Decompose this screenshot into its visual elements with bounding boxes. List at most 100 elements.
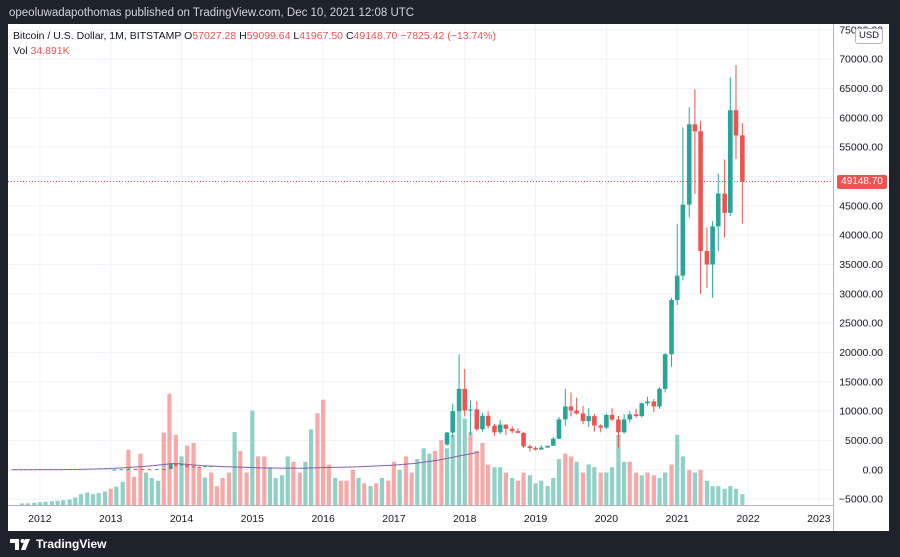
candle-body — [728, 110, 733, 213]
volume-bar — [539, 480, 544, 505]
volume-bar — [308, 429, 314, 505]
volume-bar — [391, 461, 397, 505]
volume-bar — [432, 451, 438, 505]
low-value: 41967.50 — [299, 30, 344, 42]
candle-body — [527, 446, 533, 449]
open-value: 57027.28 — [192, 30, 237, 42]
candle-body — [740, 135, 745, 182]
volume-bar — [149, 478, 154, 505]
volume-bar — [474, 451, 479, 505]
candle-body — [203, 466, 207, 468]
volume-bar — [728, 486, 733, 505]
time-tick-label: 2015 — [241, 513, 265, 525]
volume-bar — [55, 500, 60, 505]
volume-bar — [232, 432, 237, 505]
volume-bar — [556, 459, 562, 505]
candle-body — [161, 468, 166, 470]
price-tick-label: 45000.00 — [839, 200, 883, 212]
volume-bar — [492, 467, 497, 505]
candle-body — [497, 424, 503, 433]
volume-bar — [96, 493, 101, 505]
candle-body — [521, 432, 526, 447]
candle-body — [179, 464, 184, 466]
symbol-title[interactable]: Bitcoin / U.S. Dollar, 1M, BITSTAMP — [13, 30, 182, 42]
candle-body — [126, 468, 131, 470]
volume-bar — [722, 488, 727, 505]
candle-body — [209, 466, 214, 468]
candle-body — [621, 419, 627, 433]
high-key: H — [239, 30, 247, 42]
low-key: L — [293, 30, 300, 42]
candle-body — [533, 448, 538, 450]
candle-body — [674, 275, 680, 300]
volume-bar — [173, 434, 178, 505]
volume-bar — [645, 472, 650, 505]
volume-bar — [285, 456, 290, 505]
volume-value: 34.891K — [30, 45, 70, 57]
volume-bar — [214, 486, 220, 505]
volume-bar — [669, 464, 674, 505]
candle-body — [174, 463, 178, 466]
candle-body — [686, 124, 692, 205]
volume-bar — [580, 472, 586, 505]
volume-bar — [510, 478, 515, 505]
volume-bar — [303, 461, 308, 505]
volume-bar — [616, 434, 621, 505]
candle-body — [698, 131, 703, 252]
candle-body — [545, 445, 550, 448]
moving-average-line-red — [11, 451, 479, 471]
volume-bar — [498, 467, 503, 505]
volume-bar — [598, 472, 603, 505]
candle-body — [444, 432, 450, 445]
volume-bar — [120, 481, 125, 505]
volume-bar — [368, 486, 373, 505]
volume-bar — [627, 461, 632, 505]
price-chart[interactable]: −5000.00 0.00 5000.00 10000.00 15000.00 20000… — [8, 24, 889, 531]
volume-bar — [439, 440, 444, 505]
volume-bar — [609, 467, 615, 505]
volume-bar — [191, 442, 196, 505]
volume-bar — [67, 499, 72, 505]
candle-body — [503, 424, 509, 429]
candle-body — [592, 416, 597, 426]
time-tick-label: 2019 — [524, 513, 548, 525]
footer-brand[interactable]: TradingView — [36, 537, 107, 551]
volume-bar — [333, 478, 338, 505]
volume-bar — [621, 461, 627, 505]
volume-bar — [374, 483, 379, 505]
price-tick-label: 40000.00 — [839, 230, 883, 242]
price-tick-label: 25000.00 — [839, 318, 883, 330]
volume-bar — [291, 461, 296, 505]
volume-bar — [43, 501, 48, 505]
volume-bar — [32, 502, 37, 505]
last-price-tag: 49148.70 — [837, 174, 887, 189]
candle-body — [662, 354, 668, 389]
volume-bar — [78, 494, 84, 505]
candle-body — [480, 415, 485, 430]
candle-body — [680, 204, 686, 276]
price-tick-label: 60000.00 — [839, 112, 883, 124]
candle-body — [468, 409, 473, 411]
time-tick-label: 2021 — [666, 513, 690, 525]
volume-bar — [503, 472, 508, 505]
volume-bar — [634, 472, 639, 505]
volume-bar — [61, 500, 66, 505]
volume-bar — [85, 492, 90, 505]
volume-bar — [468, 432, 473, 505]
time-tick-label: 2022 — [736, 513, 760, 525]
volume-bar — [238, 451, 243, 505]
chart-panel[interactable]: −5000.00 0.00 5000.00 10000.00 15000.00 20000… — [8, 24, 889, 531]
candle-body — [147, 469, 152, 471]
volume-bar — [350, 469, 355, 505]
volume-bar — [486, 464, 491, 505]
volume-bar — [604, 472, 609, 505]
candle-body — [704, 251, 710, 265]
volume-bar — [226, 472, 232, 505]
volume-bar — [273, 478, 278, 505]
volume-bar — [586, 464, 591, 505]
candle-body — [197, 466, 202, 468]
currency-button[interactable]: USD — [855, 28, 883, 44]
price-tick-label: 35000.00 — [839, 259, 883, 271]
volume-bar — [114, 486, 119, 505]
volume-bar — [315, 413, 320, 505]
